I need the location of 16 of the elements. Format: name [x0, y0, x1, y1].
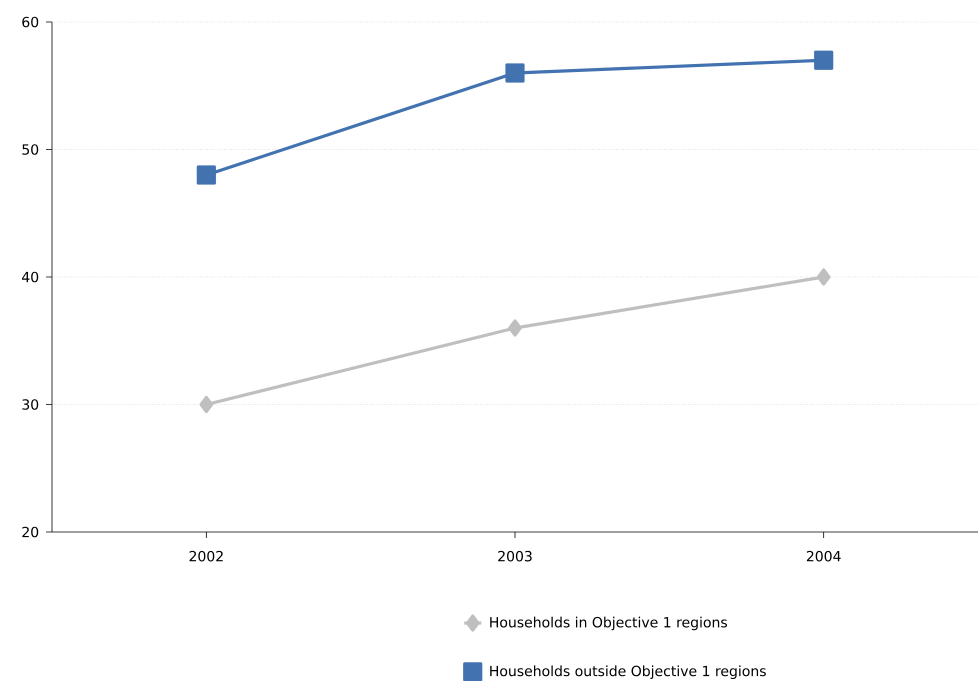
point — [508, 319, 522, 337]
legend-label: Households outside Objective 1 regions — [490, 665, 766, 679]
y-tick-label: 30 — [22, 399, 38, 410]
point — [814, 50, 834, 70]
legend-label: Households in Objective 1 regions — [490, 616, 727, 630]
x-tick-label: 2002 — [190, 550, 223, 562]
point — [816, 268, 831, 286]
point — [196, 165, 216, 185]
x-tick-label: 2003 — [498, 550, 532, 562]
point — [505, 63, 525, 83]
point — [199, 396, 214, 414]
y-tick-label: 40 — [22, 272, 38, 282]
y-tick-label: 50 — [22, 144, 38, 155]
x-tick-label: 2004 — [806, 550, 841, 562]
y-tick-label: 60 — [22, 16, 38, 28]
y-tick-label: 20 — [22, 526, 38, 538]
